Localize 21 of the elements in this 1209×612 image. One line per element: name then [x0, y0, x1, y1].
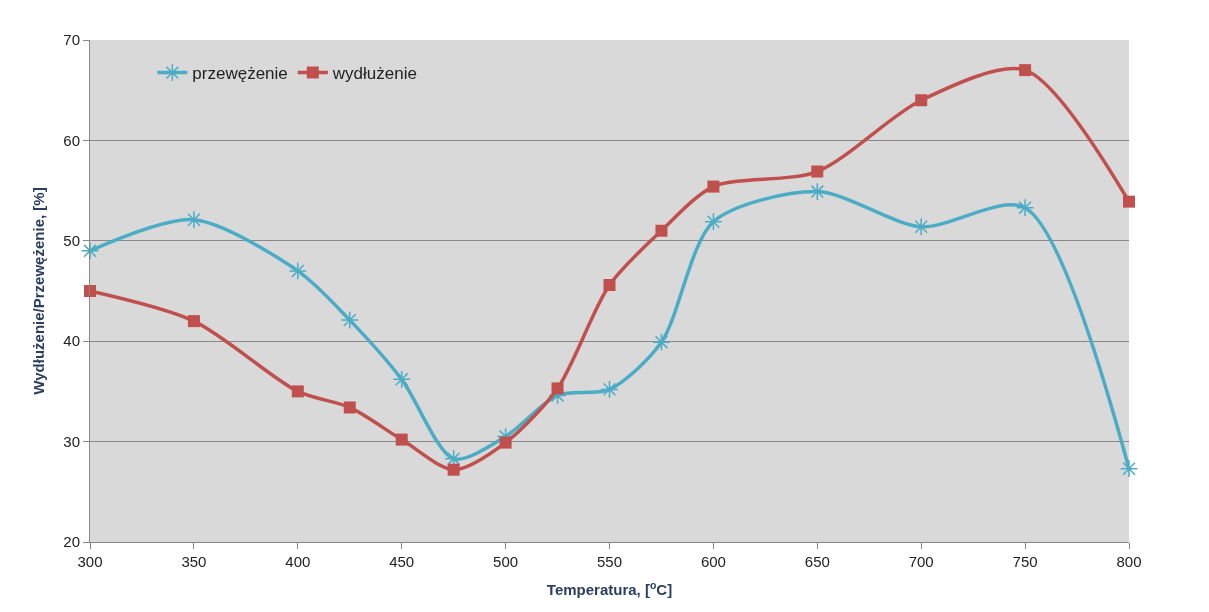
x-tick-label: 650 — [804, 553, 830, 570]
x-tick-label: 800 — [1116, 553, 1142, 570]
legend-label: wydłużenie — [331, 64, 417, 84]
x-tick-label: 600 — [700, 553, 726, 570]
y-tick-label: 60 — [63, 131, 80, 149]
x-tick-label: 750 — [1012, 553, 1038, 570]
y-tick-label: 70 — [63, 31, 80, 49]
legend-label: przewężenie — [192, 64, 288, 84]
x-tick-label: 700 — [908, 553, 934, 570]
y-axis-title: Wydłużenie/Przewężenie, [%] — [29, 187, 47, 395]
y-tick-label: 30 — [63, 432, 80, 450]
x-tick-label: 400 — [285, 553, 311, 570]
x-tick-label: 500 — [493, 553, 519, 570]
x-tick-label: 450 — [389, 553, 415, 570]
x-axis-title: Temperatura, [$^{o}$C] — [546, 578, 673, 598]
x-tick-label: 300 — [77, 553, 103, 570]
y-tick-label: 50 — [63, 232, 80, 250]
x-tick-label: 350 — [181, 553, 207, 570]
y-tick-label: 20 — [63, 533, 80, 551]
y-tick-label: 40 — [63, 332, 80, 350]
x-tick-label: 550 — [596, 553, 623, 570]
